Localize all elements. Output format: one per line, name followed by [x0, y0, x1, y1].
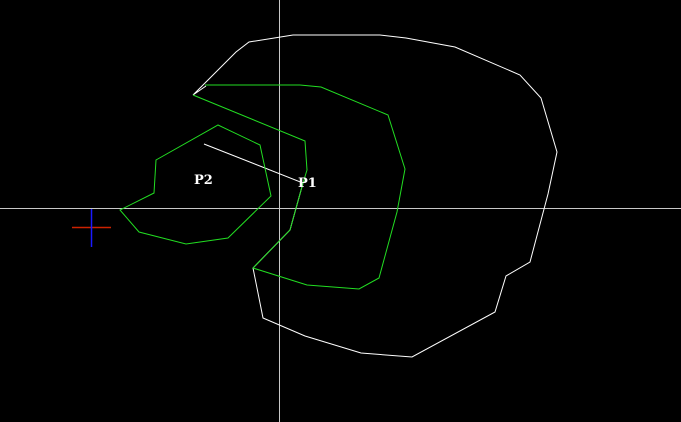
green-outline-p1[interactable] — [192, 84, 406, 290]
ucs-origin-icon — [72, 209, 111, 247]
label-p2: P2 — [194, 173, 213, 188]
label-p1: P1 — [298, 176, 317, 191]
white-outline-polygon[interactable] — [192, 34, 558, 358]
green-outline-p2[interactable] — [119, 124, 272, 245]
